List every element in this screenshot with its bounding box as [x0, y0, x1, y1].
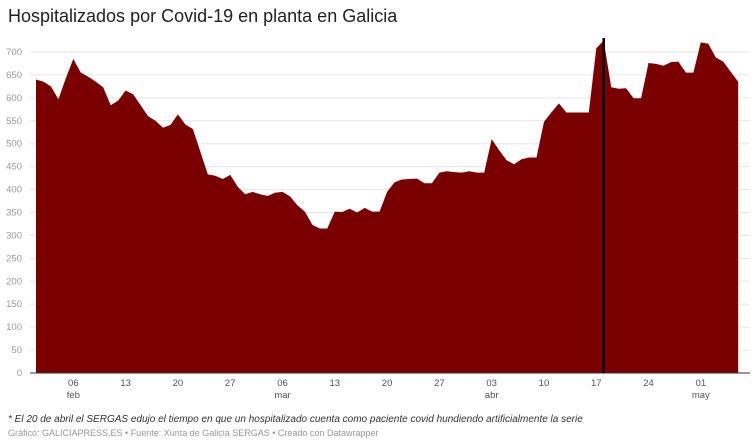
x-tick-label: 27 [434, 378, 445, 389]
y-tick-label: 600 [6, 93, 22, 104]
x-tick-month: may [692, 390, 710, 401]
y-tick-label: 250 [6, 253, 22, 264]
x-tick-label: 27 [225, 378, 236, 389]
y-tick-label: 550 [6, 116, 22, 127]
y-tick-label: 450 [6, 162, 22, 173]
x-tick-label: 13 [120, 378, 131, 389]
x-tick-month: mar [274, 390, 290, 401]
chart-title: Hospitalizados por Covid-19 en planta en… [8, 6, 398, 26]
y-tick-label: 300 [6, 230, 22, 241]
x-tick-label: 06 [68, 378, 79, 389]
y-tick-label: 0 [17, 368, 22, 379]
x-tick-label: 06 [277, 378, 288, 389]
x-tick-label: 17 [591, 378, 602, 389]
x-tick-label: 24 [643, 378, 654, 389]
y-tick-label: 700 [6, 47, 22, 58]
y-tick-label: 50 [11, 345, 22, 356]
x-tick-month: feb [67, 390, 80, 401]
x-tick-label: 20 [173, 378, 184, 389]
y-tick-label: 200 [6, 276, 22, 287]
y-tick-label: 100 [6, 322, 22, 333]
y-tick-label: 400 [6, 185, 22, 196]
x-tick-label: 01 [696, 378, 707, 389]
y-tick-label: 650 [6, 70, 22, 81]
x-tick-label: 20 [382, 378, 393, 389]
x-tick-label: 03 [486, 378, 497, 389]
y-tick-label: 500 [6, 139, 22, 150]
area-chart: 0 50 100 150 200 250 300 350 400 450 500 550 600 650 7… [6, 38, 750, 401]
chart-source: Gráfico: GALICIAPRESS.ES • Fuente: Xunta… [8, 428, 379, 438]
x-tick-label: 10 [539, 378, 550, 389]
chart-note: * El 20 de abril el SERGAS edujo el tiem… [8, 414, 583, 425]
y-tick-label: 350 [6, 208, 22, 219]
area-series [36, 40, 739, 373]
x-tick-label: 13 [330, 378, 341, 389]
x-tick-month: abr [485, 390, 499, 401]
y-tick-label: 150 [6, 299, 22, 310]
